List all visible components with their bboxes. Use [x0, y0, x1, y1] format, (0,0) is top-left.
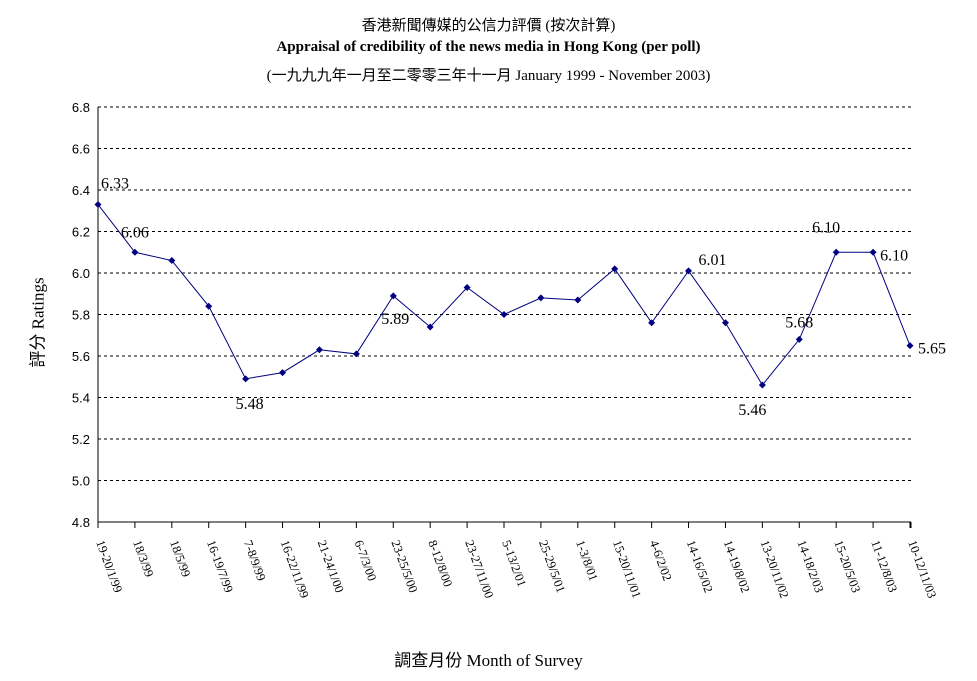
data-point	[279, 369, 287, 377]
x-tick-label: 16-19/7/99	[204, 538, 236, 594]
x-tick-label: 10-12/11/03	[905, 538, 939, 600]
x-tick-label: 16-22/11/99	[278, 538, 312, 600]
chart-subtitle: Appraisal of credibility of the news med…	[276, 39, 701, 55]
data-label: 5.89	[381, 311, 409, 328]
x-tick-label: 23-25/5/00	[388, 538, 420, 594]
data-label: 5.65	[918, 341, 946, 358]
y-tick-label: 6.8	[72, 100, 90, 115]
y-tick-label: 6.6	[72, 142, 90, 157]
data-point	[721, 319, 729, 327]
data-point	[131, 248, 139, 256]
data-point	[832, 248, 840, 256]
y-tick-label: 5.4	[72, 391, 90, 406]
data-point	[795, 335, 803, 343]
x-tick-label: 11-12/8/03	[868, 538, 900, 594]
y-tick-label: 5.2	[72, 432, 90, 447]
x-tick-label: 14-18/2/03	[794, 538, 826, 594]
x-tick-label: 14-19/8/02	[721, 538, 753, 594]
data-point	[611, 265, 619, 273]
x-tick-label: 23-27/11/00	[462, 538, 496, 600]
data-point	[389, 292, 397, 300]
data-point	[94, 201, 102, 209]
x-tick-label: 19-20/1/99	[93, 538, 125, 594]
x-tick-label: 15-20/11/01	[610, 538, 644, 600]
data-point	[758, 381, 766, 389]
x-tick-label: 6-7/3/00	[352, 538, 380, 583]
x-tick-label: 15-20/5/03	[831, 538, 863, 594]
data-point	[242, 375, 250, 383]
data-label: 6.06	[121, 224, 149, 241]
chart-date-range: (一九九九年一月至二零零三年十一月 January 1999 - Novembe…	[266, 68, 711, 84]
data-label: 6.33	[101, 176, 129, 193]
x-tick-label: 14-16/5/02	[684, 538, 716, 594]
data-point	[869, 248, 877, 256]
data-point	[352, 350, 360, 358]
y-tick-label: 5.8	[72, 308, 90, 323]
data-point	[463, 284, 471, 292]
x-tick-label: 18/5/99	[167, 538, 193, 579]
y-tick-label: 6.2	[72, 225, 90, 240]
data-label: 5.46	[738, 402, 766, 419]
data-point	[648, 319, 656, 327]
x-tick-label: 18/3/99	[130, 538, 156, 579]
data-label: 6.01	[699, 252, 727, 269]
y-tick-label: 6.4	[72, 183, 90, 198]
x-tick-label: 7-8/9/99	[241, 538, 269, 583]
data-point	[168, 257, 176, 265]
data-point	[500, 311, 508, 318]
y-tick-label: 6.0	[72, 266, 90, 281]
y-tick-label: 4.8	[72, 515, 90, 530]
x-tick-label: 25-29/5/01	[536, 538, 568, 594]
data-point	[537, 294, 545, 302]
x-tick-label: 5-13/2/01	[499, 538, 529, 588]
data-label: 5.48	[236, 396, 264, 413]
x-tick-label: 21-24/1/00	[315, 538, 347, 594]
data-label: 6.10	[880, 247, 908, 264]
data-point	[574, 296, 582, 304]
x-axis-label: 調查月份 Month of Survey	[394, 651, 583, 670]
data-point	[426, 323, 434, 331]
chart-title: 香港新聞傳媒的公信力評價 (按次計算)	[361, 18, 616, 34]
data-label: 5.68	[785, 314, 813, 331]
x-tick-label: 1-3/8/01	[573, 538, 601, 583]
data-label: 6.10	[812, 219, 840, 236]
data-point	[906, 342, 914, 350]
data-point	[205, 302, 213, 310]
y-tick-label: 5.0	[72, 474, 90, 489]
y-tick-label: 5.6	[72, 349, 90, 364]
data-point	[685, 267, 693, 275]
x-tick-label: 8-12/8/00	[425, 538, 455, 588]
x-tick-label: 13-20/11/02	[758, 538, 792, 600]
data-point	[315, 346, 323, 354]
x-tick-label: 4-6/2/02	[647, 538, 675, 583]
